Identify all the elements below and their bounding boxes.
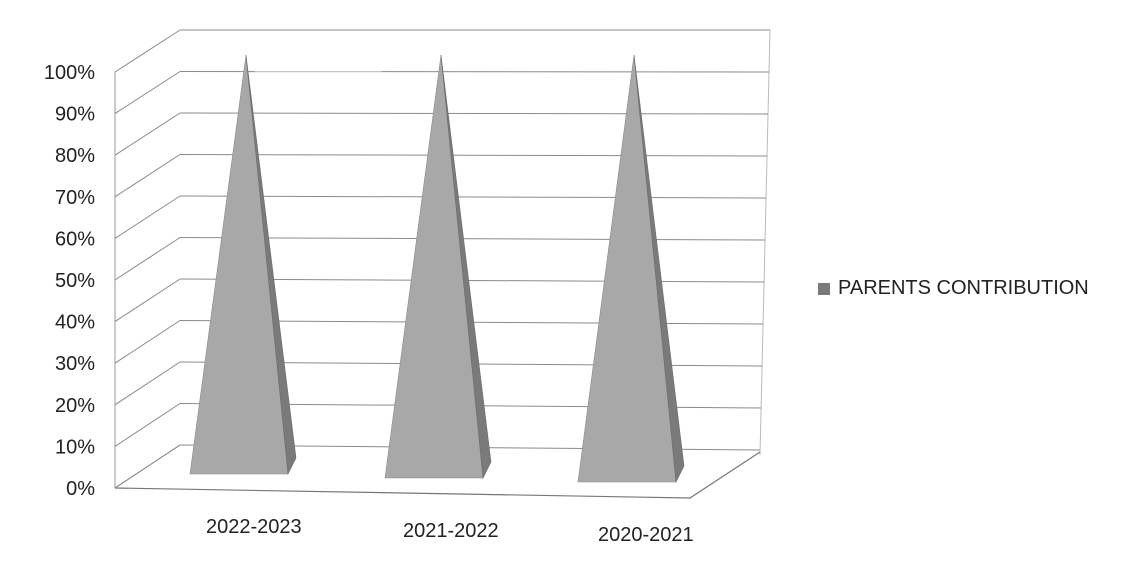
x-category-label: 2020-2021 — [598, 524, 694, 546]
gridline-side — [114, 444, 181, 489]
gridline-side — [114, 403, 181, 447]
y-tick-label: 100% — [44, 62, 95, 84]
y-tick-label: 40% — [55, 312, 95, 334]
gridline-back — [179, 278, 765, 283]
pyramid-side-face — [245, 54, 297, 476]
gridline-back — [179, 195, 767, 199]
floor-front-edge — [114, 451, 761, 499]
gridline-side — [114, 29, 181, 73]
legend: PARENTS CONTRIBUTION — [818, 277, 1089, 300]
legend-swatch — [818, 282, 830, 295]
pyramid-side-face — [633, 54, 685, 484]
gridline-side — [114, 71, 181, 115]
gridline-side — [114, 237, 181, 281]
y-tick-label: 30% — [55, 353, 95, 375]
gridline-back — [179, 112, 769, 115]
pyramid-front-face — [189, 54, 289, 475]
y-tick-label: 70% — [55, 187, 95, 209]
gridline-side — [114, 195, 181, 239]
pyramid-series — [189, 54, 685, 484]
back-wall-edge — [759, 29, 771, 456]
y-tick-label: 0% — [66, 478, 95, 500]
x-axis-category-labels: 2022-2023 2021-2022 2020-2021 — [206, 516, 694, 546]
gridline-side — [114, 154, 181, 198]
gridline-back — [179, 154, 768, 157]
y-tick-label: 60% — [55, 228, 95, 250]
gridline-back — [179, 237, 766, 241]
y-tick-label: 80% — [55, 145, 95, 167]
pyramid-front-face — [384, 54, 484, 479]
y-tick-label: 50% — [55, 270, 95, 292]
x-category-label: 2022-2023 — [206, 516, 302, 538]
legend-label: PARENTS CONTRIBUTION — [838, 277, 1089, 299]
pyramid-side-face — [440, 54, 492, 480]
pyramid-front-face — [577, 54, 677, 483]
gridline-side — [114, 112, 181, 156]
gridline-side — [114, 278, 181, 323]
gridline-side — [114, 361, 181, 406]
y-tick-label: 10% — [55, 436, 95, 458]
gridline-back — [179, 71, 770, 73]
x-category-label: 2021-2022 — [403, 520, 499, 542]
y-tick-label: 90% — [55, 104, 95, 126]
y-tick-label: 20% — [55, 395, 95, 417]
y-axis-tick-labels: 0% 10% 20% 30% 40% 50% 60% 70% 80% 90% 100% — [44, 62, 95, 500]
gridline-side — [114, 320, 181, 364]
